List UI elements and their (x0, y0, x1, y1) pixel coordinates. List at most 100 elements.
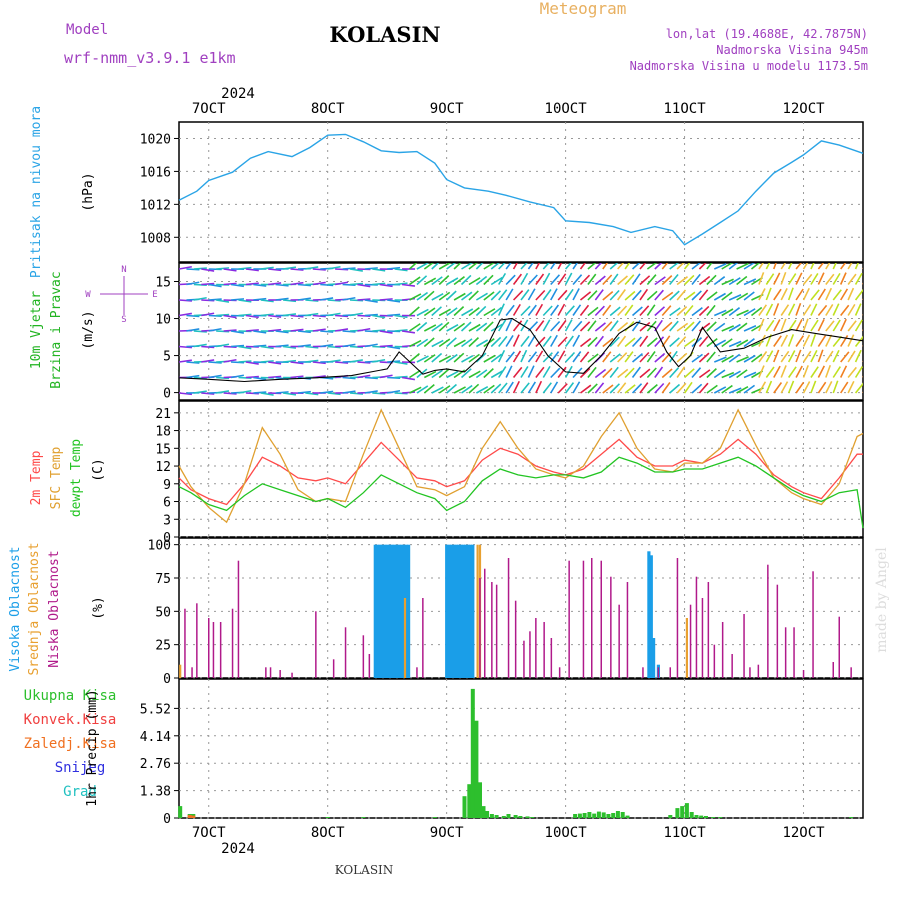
wind-arrow (802, 350, 812, 363)
wind-arrow (379, 330, 393, 334)
wind-arrow (654, 366, 664, 378)
wind-arrow (669, 350, 678, 363)
wind-arrow (357, 327, 371, 332)
wind-arrow (787, 380, 795, 394)
wind-arrow (520, 305, 531, 317)
wind-arrow (335, 361, 349, 364)
wind-arrow (179, 299, 193, 302)
watermark: made by Angel (874, 547, 890, 653)
low-cloud-bar (784, 627, 787, 678)
legend-total-rain: Ukupna Kisa (24, 688, 117, 704)
wind-arrow (497, 349, 506, 363)
wind-arrow (527, 263, 534, 270)
wind-arrow (721, 338, 733, 348)
pressure-frame (178, 121, 864, 263)
wind-arrow (817, 304, 828, 317)
wind-arrow (468, 323, 481, 332)
wind-arrow (736, 356, 749, 363)
wind-arrow (394, 392, 408, 395)
wind-arrow (238, 389, 252, 394)
wind-arrow (394, 282, 408, 286)
wind-arrow (446, 290, 457, 301)
meteogram-label: Meteogram (540, 0, 627, 18)
day-label-bottom: 12OCT (782, 825, 825, 841)
wind-arrow (342, 267, 356, 270)
wind-arrow (461, 263, 474, 270)
wind-arrow (631, 273, 641, 285)
wind-arrow (624, 304, 634, 316)
wind-arrow (795, 381, 805, 394)
total-rain-bar (587, 812, 592, 818)
day-label-bottom: 7OCT (192, 825, 226, 841)
wind-arrow (728, 293, 742, 301)
wind-arrow (453, 306, 465, 317)
wind-arrow (446, 307, 458, 317)
wind-arrow (527, 334, 536, 347)
wind-arrow (594, 275, 606, 286)
total-rain-bar (361, 817, 366, 818)
low-cloud-bar (731, 654, 733, 678)
wind-arrow (527, 288, 536, 301)
wind-arrow (475, 352, 487, 363)
wind-arrow (512, 273, 523, 285)
wind-arrow (579, 351, 590, 363)
day-label-top: 9OCT (430, 101, 464, 117)
model-label: Model (66, 22, 108, 38)
wind-arrow (587, 273, 597, 285)
wind-arrow (728, 340, 742, 348)
temp-sfc-line (178, 408, 864, 524)
precipitation-ytick-label: 2.76 (140, 757, 171, 772)
wind-arrow (512, 320, 523, 332)
wind-label-2: Brzina i Pravac (49, 271, 64, 388)
total-rain-bar (601, 812, 606, 818)
wind-arrow (698, 289, 709, 301)
wind-arrow (379, 361, 393, 364)
low-cloud-bar (265, 667, 267, 678)
wind-arrow (387, 389, 401, 394)
wind-arrow (646, 351, 656, 363)
wind-arrow (461, 308, 474, 317)
wind-arrow (602, 263, 609, 270)
wind-arrow (379, 298, 393, 301)
wind-arrow (186, 314, 200, 318)
low-cloud-bar (721, 622, 724, 678)
wind-arrow (290, 314, 304, 318)
wind-arrow (372, 282, 386, 286)
wind-arrow (357, 298, 371, 301)
wind-arrow (557, 263, 563, 270)
wind-arrow (201, 299, 215, 302)
pressure-ytick-label: 1020 (140, 132, 171, 147)
wind-arrow (342, 296, 356, 301)
high-cloud-bar (407, 544, 411, 678)
clouds-ytick-label: 0 (163, 672, 171, 687)
wind-arrow (631, 366, 641, 378)
wind-arrow (706, 384, 718, 394)
wind-arrow (475, 292, 488, 301)
wind-arrow (579, 291, 592, 301)
wind-arrow (750, 353, 763, 363)
low-cloud-bar (642, 667, 644, 678)
wind-arrow (743, 263, 756, 270)
wind-arrow (231, 361, 245, 364)
temperature-ytick-label: 3 (163, 513, 171, 528)
wind-arrow (283, 299, 297, 303)
wind-arrow (691, 290, 702, 301)
wind-arrow (810, 263, 815, 270)
wind-arrow (684, 368, 695, 379)
low-cloud-bar (543, 622, 545, 678)
wind-arrow (736, 309, 749, 317)
wind-arrow (795, 263, 802, 270)
day-label-top: 11OCT (663, 101, 706, 117)
total-rain-bar (577, 813, 582, 818)
compass-north: N (121, 265, 126, 275)
wind-arrow (609, 383, 620, 394)
wind-arrow (736, 275, 748, 286)
total-rain-bar (689, 812, 694, 818)
total-rain-bar (467, 784, 472, 818)
wind-arrow (706, 291, 718, 301)
wind-arrow (260, 299, 274, 303)
low-cloud-bar (558, 667, 561, 678)
wind-arrow (401, 330, 416, 334)
wind-arrow (201, 392, 215, 395)
wind-arrow (357, 374, 371, 379)
